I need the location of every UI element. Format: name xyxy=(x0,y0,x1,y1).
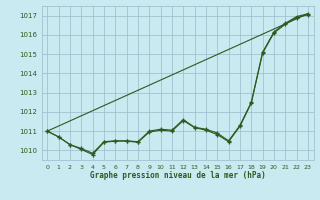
X-axis label: Graphe pression niveau de la mer (hPa): Graphe pression niveau de la mer (hPa) xyxy=(90,171,266,180)
